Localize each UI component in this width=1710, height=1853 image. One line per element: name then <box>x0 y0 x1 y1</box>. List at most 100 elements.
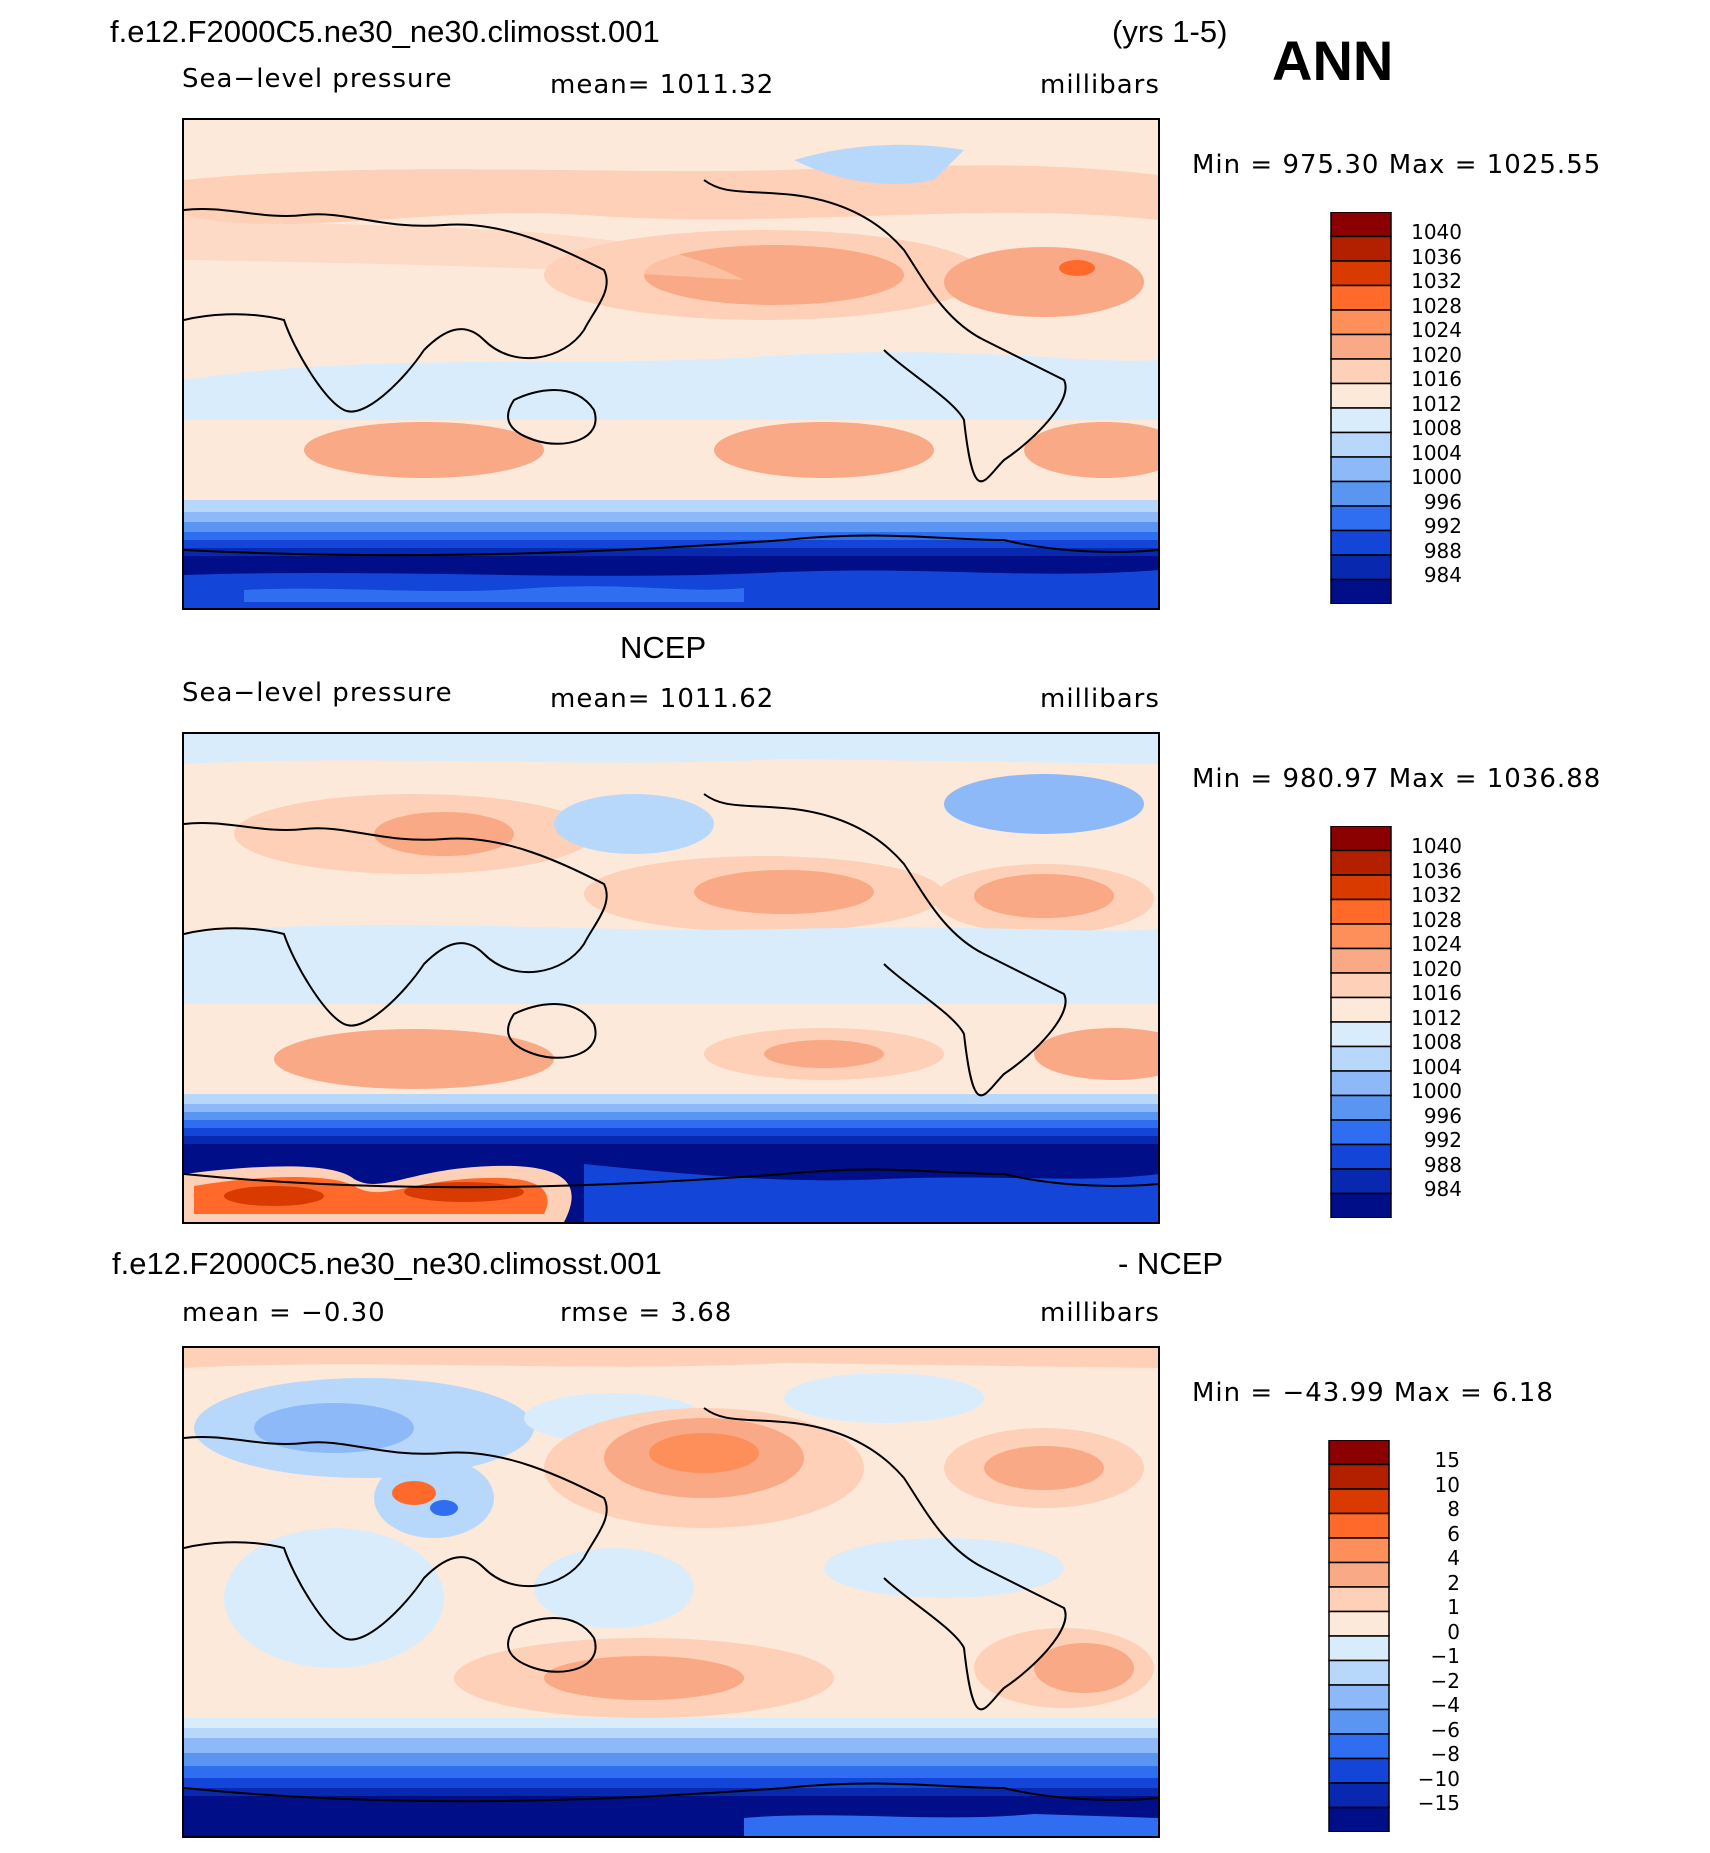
colorbar-swatch <box>1330 284 1392 311</box>
colorbar-label: 1036 <box>1411 244 1462 269</box>
colorbar-label: 984 <box>1423 1177 1462 1202</box>
colorbar-label: −10 <box>1417 1766 1460 1791</box>
panel1-mean: mean= 1011.32 <box>550 70 775 100</box>
colorbar-swatch <box>1328 1733 1390 1760</box>
colorbar-label: −1 <box>1430 1644 1460 1669</box>
colorbar-swatch <box>1330 309 1392 336</box>
panel1-minmax: Min = 975.30 Max = 1025.55 <box>1192 150 1602 180</box>
panel1-variable: Sea−level pressure <box>182 64 453 94</box>
colorbar-swatch <box>1330 260 1392 287</box>
panel3-colorbar <box>1328 1439 1390 1837</box>
colorbar-swatch <box>1330 947 1392 974</box>
colorbar-label: 1040 <box>1411 220 1462 245</box>
colorbar-swatch <box>1330 529 1392 556</box>
colorbar-label: 1040 <box>1411 834 1462 859</box>
colorbar-swatch <box>1328 1806 1390 1833</box>
colorbar-label: −8 <box>1430 1742 1460 1767</box>
colorbar-swatch <box>1330 1021 1392 1048</box>
colorbar-swatch <box>1330 505 1392 532</box>
colorbar-swatch <box>1330 407 1392 434</box>
panel1-units: millibars <box>1040 70 1160 100</box>
colorbar-label: 988 <box>1423 538 1462 563</box>
colorbar-label: 6 <box>1447 1521 1460 1546</box>
colorbar-label: 992 <box>1423 514 1462 539</box>
colorbar-label: 1 <box>1447 1595 1460 1620</box>
colorbar-label: 996 <box>1423 1103 1462 1128</box>
colorbar-swatch <box>1330 849 1392 876</box>
panel3-title-left: f.e12.F2000C5.ne30_ne30.climosst.001 <box>112 1246 662 1281</box>
colorbar-label: 1008 <box>1411 1030 1462 1055</box>
colorbar-label: −4 <box>1430 1693 1460 1718</box>
colorbar-label: 15 <box>1434 1448 1460 1473</box>
panel1-colorbar-swatches <box>1330 211 1392 605</box>
colorbar-swatch <box>1330 456 1392 483</box>
years-label: (yrs 1-5) <box>1112 14 1228 49</box>
colorbar-label: 984 <box>1423 563 1462 588</box>
panel3-units: millibars <box>1040 1298 1160 1328</box>
panel3-map <box>182 1346 1160 1838</box>
case-title: f.e12.F2000C5.ne30_ne30.climosst.001 <box>110 14 660 49</box>
colorbar-swatch <box>1330 1119 1392 1146</box>
colorbar-swatch <box>1330 431 1392 458</box>
colorbar-label: 1032 <box>1411 883 1462 908</box>
colorbar-label: 1036 <box>1411 858 1462 883</box>
colorbar-swatch <box>1330 1168 1392 1195</box>
colorbar-swatch <box>1328 1708 1390 1735</box>
colorbar-label: 1016 <box>1411 367 1462 392</box>
colorbar-swatch <box>1330 996 1392 1023</box>
colorbar-swatch <box>1330 1045 1392 1072</box>
colorbar-swatch <box>1328 1512 1390 1539</box>
panel3-title-right: - NCEP <box>1118 1246 1224 1281</box>
colorbar-swatch <box>1330 1192 1392 1219</box>
colorbar-label: 10 <box>1434 1472 1460 1497</box>
colorbar-label: −15 <box>1417 1791 1460 1816</box>
colorbar-label: 0 <box>1447 1619 1460 1644</box>
panel3-rmse: rmse = 3.68 <box>560 1298 733 1328</box>
colorbar-label: 1008 <box>1411 416 1462 441</box>
colorbar-label: 1028 <box>1411 293 1462 318</box>
colorbar-swatch <box>1330 874 1392 901</box>
colorbar-label: 4 <box>1447 1546 1460 1571</box>
colorbar-label: 1020 <box>1411 342 1462 367</box>
colorbar-swatch <box>1328 1757 1390 1784</box>
colorbar-label: 996 <box>1423 489 1462 514</box>
colorbar-swatch <box>1328 1463 1390 1490</box>
colorbar-swatch <box>1328 1488 1390 1515</box>
colorbar-swatch <box>1330 235 1392 262</box>
panel2-mean: mean= 1011.62 <box>550 684 775 714</box>
colorbar-label: 1032 <box>1411 269 1462 294</box>
colorbar-label: 1000 <box>1411 1079 1462 1104</box>
colorbar-swatch <box>1328 1586 1390 1613</box>
colorbar-label: 1020 <box>1411 956 1462 981</box>
panel2-units: millibars <box>1040 684 1160 714</box>
panel2-map <box>182 732 1160 1224</box>
colorbar-swatch <box>1330 554 1392 581</box>
panel3-minmax: Min = −43.99 Max = 6.18 <box>1192 1378 1554 1408</box>
colorbar-swatch <box>1328 1635 1390 1662</box>
panel2-title: NCEP <box>620 630 707 665</box>
colorbar-label: 1012 <box>1411 1005 1462 1030</box>
colorbar-label: 1000 <box>1411 465 1462 490</box>
colorbar-label: 1012 <box>1411 391 1462 416</box>
colorbar-swatch <box>1330 923 1392 950</box>
colorbar-label: 2 <box>1447 1570 1460 1595</box>
colorbar-label: 1024 <box>1411 932 1462 957</box>
colorbar-label: 988 <box>1423 1152 1462 1177</box>
colorbar-swatch <box>1330 1143 1392 1170</box>
colorbar-swatch <box>1330 333 1392 360</box>
panel2-colorbar <box>1330 825 1392 1223</box>
colorbar-swatch <box>1328 1439 1390 1466</box>
colorbar-swatch <box>1330 382 1392 409</box>
panel2-minmax: Min = 980.97 Max = 1036.88 <box>1192 764 1602 794</box>
colorbar-swatch <box>1330 898 1392 925</box>
colorbar-label: −6 <box>1430 1717 1460 1742</box>
colorbar-label: 1004 <box>1411 440 1462 465</box>
colorbar-label: 992 <box>1423 1128 1462 1153</box>
colorbar-label: 8 <box>1447 1497 1460 1522</box>
colorbar-swatch <box>1330 211 1392 238</box>
colorbar-label: −2 <box>1430 1668 1460 1693</box>
colorbar-swatch <box>1328 1684 1390 1711</box>
panel1-map <box>182 118 1160 610</box>
colorbar-swatch <box>1328 1610 1390 1637</box>
colorbar-label: 1004 <box>1411 1054 1462 1079</box>
